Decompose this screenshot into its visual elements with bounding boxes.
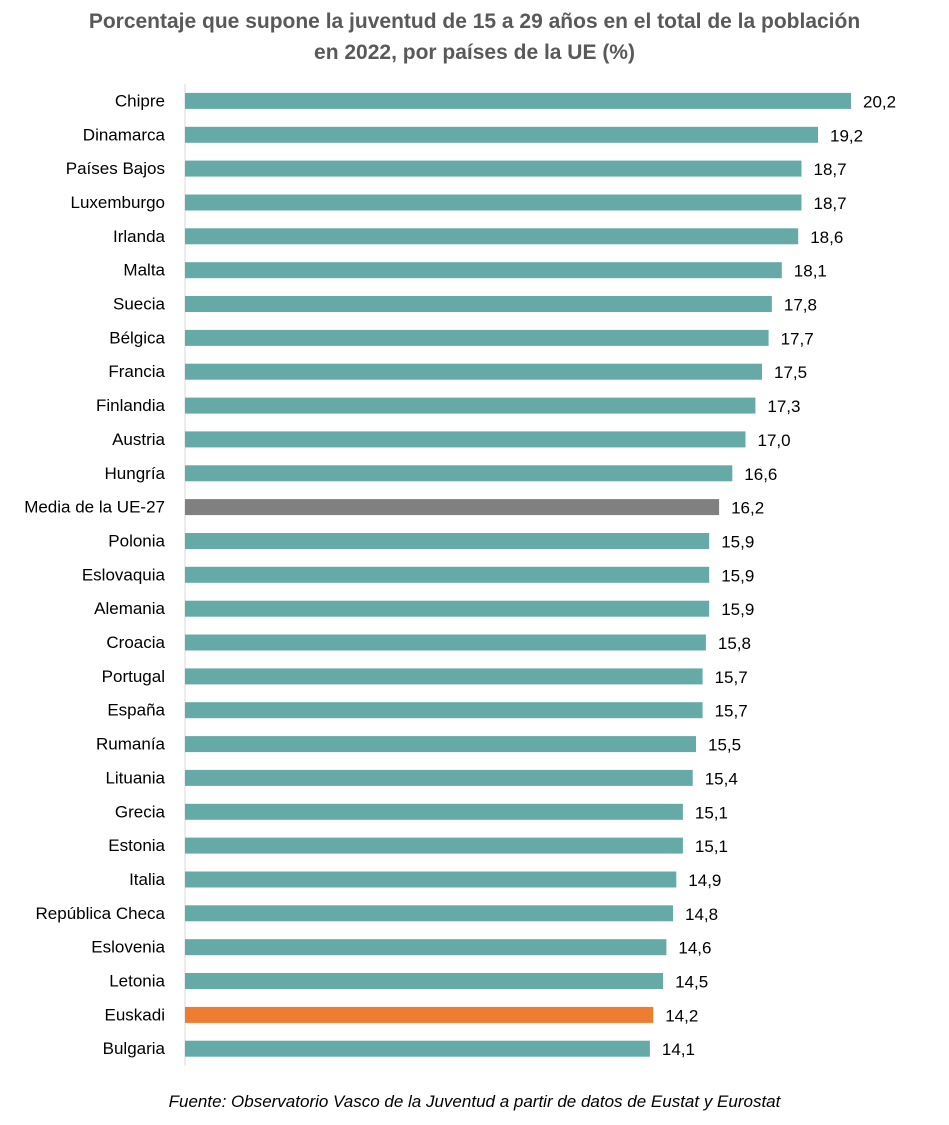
category-label-21: Grecia <box>115 802 166 821</box>
value-label-3: 18,7 <box>814 194 847 213</box>
bar-20 <box>185 769 693 786</box>
value-label-16: 15,8 <box>718 634 751 653</box>
bar-3 <box>185 194 802 211</box>
value-label-9: 17,3 <box>767 397 800 416</box>
value-label-28: 14,1 <box>662 1040 695 1059</box>
category-label-25: Eslovenia <box>91 938 165 957</box>
category-label-20: Lituania <box>105 768 165 787</box>
value-label-15: 15,9 <box>721 600 754 619</box>
value-label-19: 15,5 <box>708 736 741 755</box>
bar-chart: Chipre Dinamarca Países Bajos Luxemburgo Irl… <box>24 84 896 1066</box>
bar-24 <box>185 905 673 922</box>
value-label-0: 20,2 <box>863 92 896 111</box>
value-label-14: 15,9 <box>721 566 754 585</box>
bars-group <box>185 92 851 1057</box>
value-label-6: 17,8 <box>784 296 817 315</box>
category-label-23: Italia <box>129 870 165 889</box>
value-label-17: 15,7 <box>715 668 748 687</box>
chart-title: Porcentaje que supone la juventud de 15 … <box>0 6 949 68</box>
bar-0 <box>185 92 851 109</box>
value-labels-group: 20,219,2 18,7 18,7 18,6 18,1 17,8 17,7 17,5 17,3… <box>662 92 896 1059</box>
value-label-23: 14,9 <box>688 871 721 890</box>
category-labels-group: Chipre Dinamarca Países Bajos Luxemburgo Irl… <box>24 91 165 1058</box>
value-label-11: 16,6 <box>744 465 777 484</box>
value-label-8: 17,5 <box>774 363 807 382</box>
category-label-13: Polonia <box>108 532 165 551</box>
category-label-11: Hungría <box>105 464 166 483</box>
value-label-12: 16,2 <box>731 499 764 518</box>
bar-5 <box>185 262 782 279</box>
bar-14 <box>185 566 710 583</box>
category-label-14: Eslovaquia <box>82 565 166 584</box>
chart-title-line-2: en 2022, por países de la UE (%) <box>314 41 635 64</box>
value-label-13: 15,9 <box>721 533 754 552</box>
bar-12 <box>185 499 720 516</box>
category-label-19: Rumanía <box>96 735 166 754</box>
bar-11 <box>185 465 733 482</box>
bar-26 <box>185 973 664 989</box>
bar-10 <box>185 431 746 448</box>
category-label-9: Finlandia <box>96 396 166 415</box>
category-label-10: Austria <box>112 430 165 449</box>
value-label-10: 17,0 <box>758 431 791 450</box>
bar-2 <box>185 160 802 177</box>
category-label-26: Letonia <box>109 972 165 991</box>
bar-9 <box>185 397 756 414</box>
bar-27 <box>185 1006 654 1023</box>
bar-16 <box>185 634 706 651</box>
category-label-6: Suecia <box>113 295 166 314</box>
bar-4 <box>185 228 799 245</box>
category-label-16: Croacia <box>106 633 165 652</box>
bar-22 <box>185 837 683 854</box>
category-label-28: Bulgaria <box>103 1039 166 1058</box>
value-label-26: 14,5 <box>675 973 708 992</box>
category-label-0: Chipre <box>115 91 165 110</box>
bar-7 <box>185 329 769 346</box>
bar-25 <box>185 939 667 956</box>
category-label-24: República Checa <box>36 904 166 923</box>
category-label-18: España <box>107 701 165 720</box>
value-label-2: 18,7 <box>814 160 847 179</box>
category-label-5: Malta <box>123 261 165 280</box>
category-label-27: Euskadi <box>105 1005 165 1024</box>
category-label-4: Irlanda <box>113 227 166 246</box>
value-label-5: 18,1 <box>794 262 827 281</box>
value-label-7: 17,7 <box>781 329 814 348</box>
category-label-1: Dinamarca <box>83 125 166 144</box>
chart-title-line-1: Porcentaje que supone la juventud de 15 … <box>88 10 861 33</box>
bar-6 <box>185 296 772 312</box>
value-label-25: 14,6 <box>678 939 711 958</box>
value-label-18: 15,7 <box>715 702 748 721</box>
category-label-2: Países Bajos <box>66 159 165 178</box>
bar-1 <box>185 126 818 143</box>
value-label-22: 15,1 <box>695 837 728 856</box>
bar-17 <box>185 668 703 685</box>
value-label-24: 14,8 <box>685 905 718 924</box>
category-label-7: Bélgica <box>109 328 165 347</box>
bar-19 <box>185 736 696 753</box>
bar-23 <box>185 871 677 888</box>
value-label-27: 14,2 <box>665 1006 698 1025</box>
bar-18 <box>185 702 703 719</box>
value-label-20: 15,4 <box>705 769 738 788</box>
category-label-3: Luxemburgo <box>70 193 165 212</box>
category-label-15: Alemania <box>94 599 165 618</box>
category-label-8: Francia <box>108 362 165 381</box>
category-label-17: Portugal <box>102 667 165 686</box>
value-label-1: 19,2 <box>830 126 863 145</box>
bar-21 <box>185 803 683 820</box>
bar-28 <box>185 1040 650 1057</box>
source-note: Fuente: Observatorio Vasco de la Juventu… <box>168 1092 781 1111</box>
value-label-21: 15,1 <box>695 803 728 822</box>
value-label-4: 18,6 <box>810 228 843 247</box>
bar-13 <box>185 533 710 549</box>
category-label-22: Estonia <box>108 836 165 855</box>
bar-8 <box>185 363 762 380</box>
bar-15 <box>185 600 710 617</box>
category-label-12: Media de la UE-27 <box>24 498 165 517</box>
